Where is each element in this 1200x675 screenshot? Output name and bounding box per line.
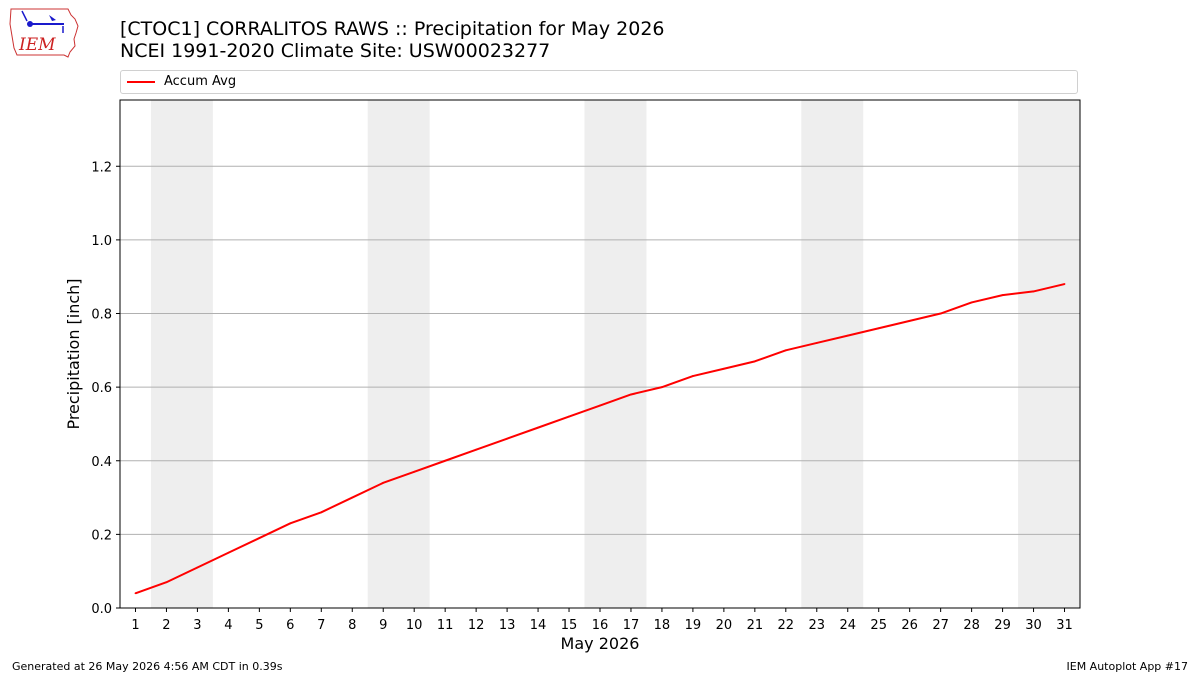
x-tick-label: 8 xyxy=(348,618,356,633)
x-tick-label: 10 xyxy=(406,618,423,633)
data-point xyxy=(506,437,508,440)
x-tick-label: 12 xyxy=(468,618,485,633)
x-tick-label: 11 xyxy=(437,618,454,633)
chart-title: [CTOC1] CORRALITOS RAWS :: Precipitation… xyxy=(120,18,665,40)
data-point xyxy=(1032,290,1035,293)
x-axis: 1 2 3 4 5 6 7 8 9 10 11 12 13 14 15 16 17 18 19 20 21 22 23 24 2… xyxy=(131,608,1073,633)
x-tick-label: 6 xyxy=(286,618,294,633)
weekend-band xyxy=(150,100,213,608)
data-point xyxy=(196,566,199,569)
x-axis-label: May 2026 xyxy=(561,634,640,653)
data-point xyxy=(722,367,725,370)
data-point xyxy=(753,360,756,363)
x-tick-label: 18 xyxy=(654,618,671,633)
x-tick-label: 9 xyxy=(379,618,387,633)
data-point xyxy=(258,537,261,539)
data-point xyxy=(877,327,880,330)
data-point xyxy=(413,470,416,473)
x-tick-label: 17 xyxy=(623,618,640,633)
weekend-band xyxy=(367,100,430,608)
y-tick-label: 1.2 xyxy=(91,160,112,175)
x-tick-label: 14 xyxy=(530,618,547,633)
chart-legend: Accum Avg xyxy=(120,70,1078,94)
x-tick-label: 29 xyxy=(994,618,1011,633)
x-tick-label: 3 xyxy=(193,618,201,633)
logo-text: IEM xyxy=(18,35,56,55)
data-point xyxy=(661,386,663,389)
data-point xyxy=(815,342,818,344)
legend-label: Accum Avg xyxy=(164,74,237,89)
iowa-outline-icon xyxy=(9,8,79,58)
y-axis-label: Precipitation [inch] xyxy=(64,278,83,429)
weekend-band xyxy=(584,100,647,608)
data-point xyxy=(970,301,973,304)
x-tick-label: 23 xyxy=(809,618,826,633)
y-tick-label: 0.6 xyxy=(91,381,112,396)
data-point xyxy=(846,334,849,337)
data-point xyxy=(784,349,787,352)
x-tick-label: 27 xyxy=(932,618,949,633)
app-credit: IEM Autoplot App #17 xyxy=(1066,660,1189,673)
x-tick-label: 26 xyxy=(901,618,918,633)
weekend-shading xyxy=(150,100,1080,608)
x-tick-label: 2 xyxy=(162,618,170,633)
data-point xyxy=(351,496,354,499)
data-point xyxy=(382,481,385,484)
weekend-band xyxy=(1018,100,1080,608)
x-tick-label: 13 xyxy=(499,618,516,633)
data-point xyxy=(320,511,323,514)
x-tick-label: 19 xyxy=(685,618,702,633)
x-tick-label: 4 xyxy=(224,618,232,633)
data-point xyxy=(1063,283,1066,285)
x-tick-label: 22 xyxy=(778,618,795,633)
y-tick-label: 0.4 xyxy=(91,455,112,470)
data-point xyxy=(165,581,168,584)
x-tick-label: 1 xyxy=(131,618,139,633)
data-point xyxy=(475,448,478,451)
y-tick-label: 0.0 xyxy=(91,602,112,617)
data-point xyxy=(630,393,632,396)
x-tick-label: 30 xyxy=(1025,618,1042,633)
weekend-band xyxy=(801,100,864,608)
data-point xyxy=(537,426,539,429)
data-point xyxy=(1001,294,1004,297)
x-tick-label: 28 xyxy=(963,618,980,633)
data-point xyxy=(568,415,570,418)
data-point xyxy=(227,551,230,554)
x-tick-label: 31 xyxy=(1056,618,1073,633)
data-point xyxy=(939,312,942,315)
y-tick-label: 1.0 xyxy=(91,234,112,249)
x-tick-label: 7 xyxy=(317,618,325,633)
data-point xyxy=(908,319,911,322)
legend-swatch xyxy=(127,81,155,83)
generated-timestamp: Generated at 26 May 2026 4:56 AM CDT in … xyxy=(12,660,283,673)
x-tick-label: 21 xyxy=(747,618,764,633)
y-tick-label: 0.2 xyxy=(91,528,112,543)
x-tick-label: 16 xyxy=(592,618,609,633)
vane-tail-icon xyxy=(49,15,56,21)
data-point xyxy=(134,592,137,595)
y-tick-label: 0.8 xyxy=(91,308,112,323)
x-tick-label: 20 xyxy=(716,618,733,633)
chart-subtitle: NCEI 1991-2020 Climate Site: USW00023277 xyxy=(120,40,551,62)
x-tick-label: 24 xyxy=(839,618,856,633)
vane-pole-icon xyxy=(21,10,28,22)
series-layer xyxy=(134,283,1066,595)
iem-logo: IEM xyxy=(9,8,79,58)
x-tick-label: 25 xyxy=(870,618,887,633)
data-point xyxy=(444,459,447,462)
data-point xyxy=(692,375,694,377)
vane-hub-icon xyxy=(27,21,33,27)
x-tick-label: 5 xyxy=(255,618,263,633)
y-gridlines xyxy=(120,165,1080,535)
y-axis: 0.0 0.2 0.4 0.6 0.8 1.0 1.2 xyxy=(91,160,120,617)
data-point xyxy=(289,522,292,525)
x-tick-label: 15 xyxy=(561,618,578,633)
data-point xyxy=(599,404,601,407)
